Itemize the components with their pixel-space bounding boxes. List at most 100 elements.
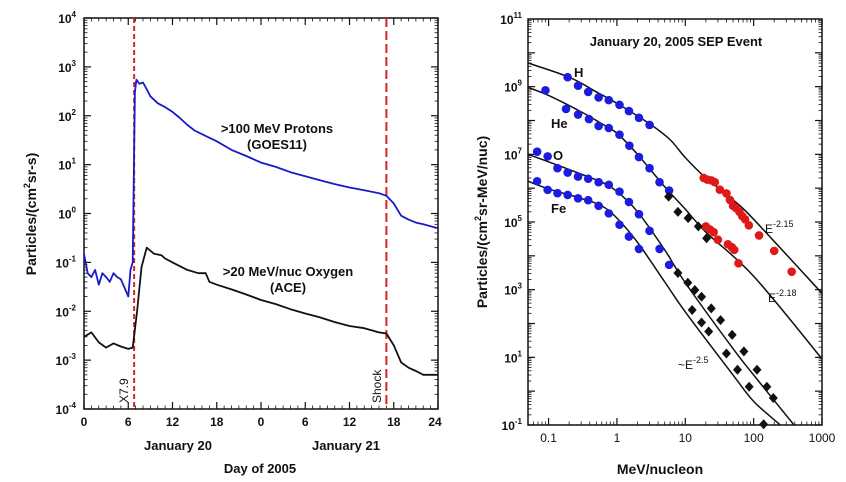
data-point-o-diamond — [727, 329, 737, 340]
y-tick-label-base: 10 — [58, 12, 72, 26]
oxygen-label-line1: >20 MeV/nuc Oxygen — [223, 264, 353, 279]
right-y-label-a: Particles/(cm — [474, 221, 490, 308]
fit-label-h-base: E — [765, 222, 773, 236]
y-tick-label-exp: 1 — [518, 349, 523, 358]
data-point-h-low — [604, 95, 614, 105]
data-point-fe-low — [624, 232, 634, 241]
right-y-axis-label: Particles/(cm2sr-MeV/nuc) — [473, 136, 490, 308]
data-point-he-diamond — [673, 206, 683, 217]
data-point-fe-diamond — [697, 317, 707, 328]
x-tick-label: 6 — [125, 415, 132, 429]
data-point-he-low — [541, 86, 550, 95]
data-point-he-diamond — [702, 233, 712, 244]
left-y-label-sup: 2 — [22, 183, 32, 188]
right-y-label-b: sr-MeV/nuc) — [474, 136, 490, 216]
data-point-fe-low — [594, 201, 603, 211]
y-tick-label: 101 — [58, 157, 76, 173]
y-tick-label-exp: 11 — [514, 11, 523, 20]
data-point-h-low — [615, 100, 624, 110]
oxygen-label-line2: (ACE) — [270, 280, 306, 295]
fit-label-fe-exp: -2.5 — [693, 355, 709, 365]
y-tick-label-exp: 3 — [518, 282, 523, 291]
y-tick-label: 107 — [504, 146, 522, 162]
y-tick-label-base: 10 — [504, 216, 518, 230]
x-tick-label: 24 — [428, 415, 442, 429]
y-tick-label-exp: 9 — [518, 79, 523, 88]
y-tick-label-base: 10 — [58, 208, 72, 222]
data-point-h-high — [722, 189, 731, 198]
data-point-he-low — [561, 104, 571, 114]
data-point-o-low — [563, 168, 572, 177]
right-x-axis-label: MeV/nucleon — [617, 461, 703, 477]
right-chart-title: January 20, 2005 SEP Event — [590, 34, 763, 49]
y-tick-label-exp: 2 — [72, 108, 77, 117]
x-tick-label: 0 — [258, 415, 265, 429]
data-point-o-diamond — [673, 268, 683, 279]
y-tick-label-base: 10 — [504, 81, 518, 95]
data-point-fe-low — [583, 195, 593, 205]
left-date-label-jan21: January 21 — [312, 438, 380, 453]
data-point-fe-low — [573, 194, 583, 203]
data-point-fe-low — [563, 190, 572, 200]
y-tick-label-exp: 4 — [72, 10, 77, 19]
data-point-o-low — [553, 163, 562, 173]
data-point-o-diamond — [716, 315, 726, 326]
y-tick-label-exp: -2 — [69, 303, 77, 312]
flare-annotation: X7.9 — [117, 378, 131, 403]
data-point-he-low — [615, 130, 624, 140]
data-point-o-low — [664, 260, 674, 270]
y-tick-label-base: 10 — [58, 110, 72, 124]
y-tick-label-base: 10 — [56, 256, 70, 270]
data-point-he-diamond — [664, 191, 674, 202]
data-point-he-diamond — [693, 221, 703, 232]
data-point-h-low — [634, 113, 644, 123]
y-tick-label: 103 — [504, 282, 522, 298]
data-point-fe-low — [553, 188, 562, 198]
right-y-label-sup: 2 — [473, 216, 483, 221]
fit-label-h: E-2.15 — [765, 219, 794, 236]
left-y-label-b: sr-s) — [23, 153, 39, 183]
x-tick-label: 0.1 — [540, 431, 557, 445]
y-tick-label: 10-3 — [56, 352, 77, 368]
y-tick-label: 1011 — [500, 11, 522, 27]
data-point-fe-low — [543, 185, 552, 195]
data-point-fe-low — [532, 176, 542, 186]
data-point-fe-low — [634, 244, 644, 254]
data-point-o-low — [634, 209, 644, 219]
left-plot-frame — [83, 17, 439, 410]
data-point-h-high — [744, 220, 754, 230]
x-tick-label: 12 — [166, 415, 180, 429]
data-point-o-diamond — [762, 381, 772, 392]
y-tick-label: 10-1 — [56, 254, 77, 270]
data-point-h-low — [645, 120, 654, 130]
y-tick-label-base: 10 — [502, 419, 516, 433]
data-point-he-low — [664, 186, 674, 195]
data-point-fe-diamond — [759, 419, 769, 430]
fit-label-he-base: E — [768, 291, 776, 305]
y-tick-label-base: 10 — [56, 403, 70, 417]
data-point-fe-diamond — [732, 364, 742, 375]
x-tick-label: 6 — [302, 415, 309, 429]
data-point-h-low — [594, 93, 603, 102]
x-tick-label: 1 — [614, 431, 621, 445]
data-point-he-high — [734, 259, 743, 268]
data-point-fe-low — [604, 209, 614, 218]
x-tick-label: 100 — [744, 431, 764, 445]
y-tick-label-exp: -3 — [69, 352, 77, 361]
data-point-o-low — [604, 180, 614, 190]
data-point-he-diamond — [683, 213, 693, 224]
oxygen-flux-line — [83, 246, 438, 376]
left-date-label-jan20: January 20 — [144, 438, 212, 453]
data-point-h-low — [573, 81, 583, 90]
data-point-o-low — [594, 177, 603, 187]
data-point-he-high — [729, 245, 739, 255]
data-point-fe-diamond — [687, 305, 697, 316]
fit-label-he: E-2.18 — [768, 288, 797, 305]
data-point-h-low — [583, 87, 593, 97]
data-point-he-low — [594, 121, 603, 131]
y-tick-label-exp: 0 — [72, 206, 77, 215]
fit-label-fe-base: ~E — [678, 358, 693, 372]
data-point-o-low — [543, 152, 552, 161]
y-tick-label-base: 10 — [504, 284, 518, 298]
